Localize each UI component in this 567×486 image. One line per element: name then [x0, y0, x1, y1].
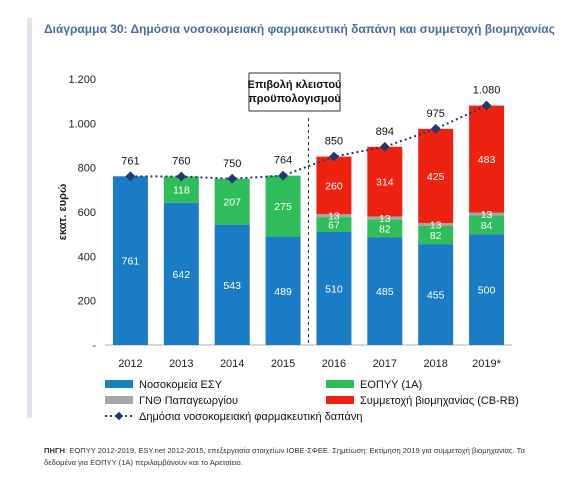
total-value-label: 760	[172, 156, 190, 168]
bar-eopyy	[469, 215, 505, 235]
bar-esy	[163, 202, 199, 345]
source-label: ΠΗΓΗ	[44, 446, 66, 455]
total-value-label: 894	[376, 126, 394, 138]
legend-swatch-esy	[105, 380, 133, 388]
legend-label: ΕΟΠΥΥ (1Α)	[360, 379, 422, 391]
bar-value-label: 483	[478, 154, 496, 166]
left-accent-rule	[27, 18, 32, 418]
bar-value-label: 543	[223, 280, 241, 292]
bar-esy	[265, 236, 301, 345]
bar-value-label: 489	[274, 286, 292, 298]
x-tick-label: 2016	[322, 358, 346, 370]
legend-swatch-gno	[105, 396, 133, 404]
annotation-box	[248, 72, 341, 112]
total-point	[125, 171, 136, 182]
legend-label: Συμμετοχή βιομηχανίας (CB-RB)	[360, 395, 519, 407]
bar-eopyy	[214, 178, 250, 225]
legend-marker-total	[114, 411, 124, 421]
x-tick-label: 2014	[220, 358, 244, 370]
x-tick-label: 2017	[373, 358, 397, 370]
bar-esy	[112, 176, 148, 345]
source-text: : ΕΟΠΥΥ 2012-2019, ESY.net 2012-2015, επ…	[44, 446, 525, 467]
bar-esy	[367, 237, 403, 345]
x-tick-label: 2012	[118, 358, 142, 370]
chart-title: Διάγραμμα 30: Δημόσια νοσοκομειακή φαρμα…	[44, 22, 555, 36]
bar-value-label: 67	[328, 220, 340, 232]
bar-value-label: 761	[122, 256, 140, 268]
total-point	[278, 170, 289, 181]
total-point	[227, 173, 238, 184]
y-tick-label: 800	[78, 163, 96, 175]
total-value-label: 761	[121, 155, 139, 167]
legend-label: Δημόσια νοσοκομειακή φαρμακευτική δαπάνη	[139, 411, 363, 423]
bar-value-label: 425	[427, 171, 445, 183]
total-value-label: 764	[274, 155, 292, 167]
chart-legend: Νοσοκομεία ΕΣΥ ΕΟΠΥΥ (1Α) ΓΝΘ Παπαγεωργίου…	[105, 379, 519, 423]
annotation-text: προϋπολογισμού	[248, 93, 340, 105]
y-tick-label: 600	[78, 207, 96, 219]
chart-axes: - 200 400 600 800 1.000 1.200 εκατ. ευρώ 2012 201…	[57, 74, 512, 370]
bar-gno	[367, 216, 403, 220]
x-tick-label: 2019*	[472, 358, 501, 370]
bar-esy	[214, 224, 250, 345]
total-value-label: 750	[223, 158, 241, 170]
bar-eopyy	[316, 217, 352, 232]
legend-swatch-industry	[326, 396, 354, 404]
bar-value-label: 13	[328, 211, 340, 223]
y-tick-label: -	[92, 340, 96, 352]
bar-value-label: 13	[430, 220, 442, 232]
bar-eopyy	[418, 225, 454, 245]
bar-esy	[469, 234, 505, 345]
bar-gno	[469, 212, 505, 216]
total-point	[379, 141, 390, 152]
bar-value-label: 485	[376, 286, 394, 298]
bar-value-label: 207	[223, 197, 241, 209]
legend-label: ΓΝΘ Παπαγεωργίου	[139, 395, 238, 407]
bar-value-label: 82	[379, 223, 391, 235]
total-value-label: 1.080	[473, 85, 501, 97]
bar-industry	[367, 146, 403, 217]
y-tick-label: 1.200	[68, 74, 96, 86]
y-tick-label: 200	[78, 296, 96, 308]
chart-bars	[112, 105, 505, 345]
bar-value-label: 13	[379, 213, 391, 225]
legend-label: Νοσοκομεία ΕΣΥ	[139, 379, 223, 391]
bar-eopyy	[367, 219, 403, 238]
bar-gno	[418, 223, 454, 226]
y-axis-label: εκατ. ευρώ	[57, 184, 69, 241]
chart-annotation: Επιβολή κλειστού προϋπολογισμού	[248, 72, 342, 345]
bar-value-label: 455	[427, 290, 445, 302]
bar-value-label: 642	[173, 269, 191, 281]
total-point	[328, 151, 339, 162]
bar-value-label: 275	[274, 201, 292, 213]
source-note: ΠΗΓΗ: ΕΟΠΥΥ 2012-2019, ESY.net 2012-2015…	[44, 445, 549, 469]
bar-value-label: 260	[325, 180, 343, 192]
bar-value-label: 13	[481, 209, 493, 221]
bar-industry	[418, 128, 454, 224]
bar-value-label: 84	[481, 220, 493, 232]
bar-value-label: 118	[173, 185, 190, 197]
chart-bar-labels: 7616421185432074892755106713260485821331…	[122, 154, 496, 301]
bar-gno	[316, 214, 352, 218]
bar-value-label: 82	[430, 230, 442, 242]
x-tick-label: 2013	[169, 358, 193, 370]
total-value-label: 850	[325, 136, 343, 148]
annotation-text: Επιβολή κλειστού	[248, 79, 342, 91]
bar-esy	[316, 231, 352, 345]
bar-esy	[418, 244, 454, 345]
total-point	[176, 171, 187, 182]
bar-industry	[316, 156, 352, 215]
y-tick-label: 1.000	[68, 118, 96, 130]
legend-swatch-eopyy	[326, 380, 354, 388]
bar-value-label: 510	[325, 283, 343, 295]
x-tick-label: 2018	[423, 358, 447, 370]
y-tick-label: 400	[78, 251, 96, 263]
bar-value-label: 500	[478, 285, 496, 297]
bar-eopyy	[265, 175, 301, 237]
bar-industry	[469, 105, 505, 213]
bar-value-label: 314	[376, 177, 394, 189]
total-value-label: 975	[427, 108, 445, 120]
x-tick-label: 2015	[271, 358, 295, 370]
